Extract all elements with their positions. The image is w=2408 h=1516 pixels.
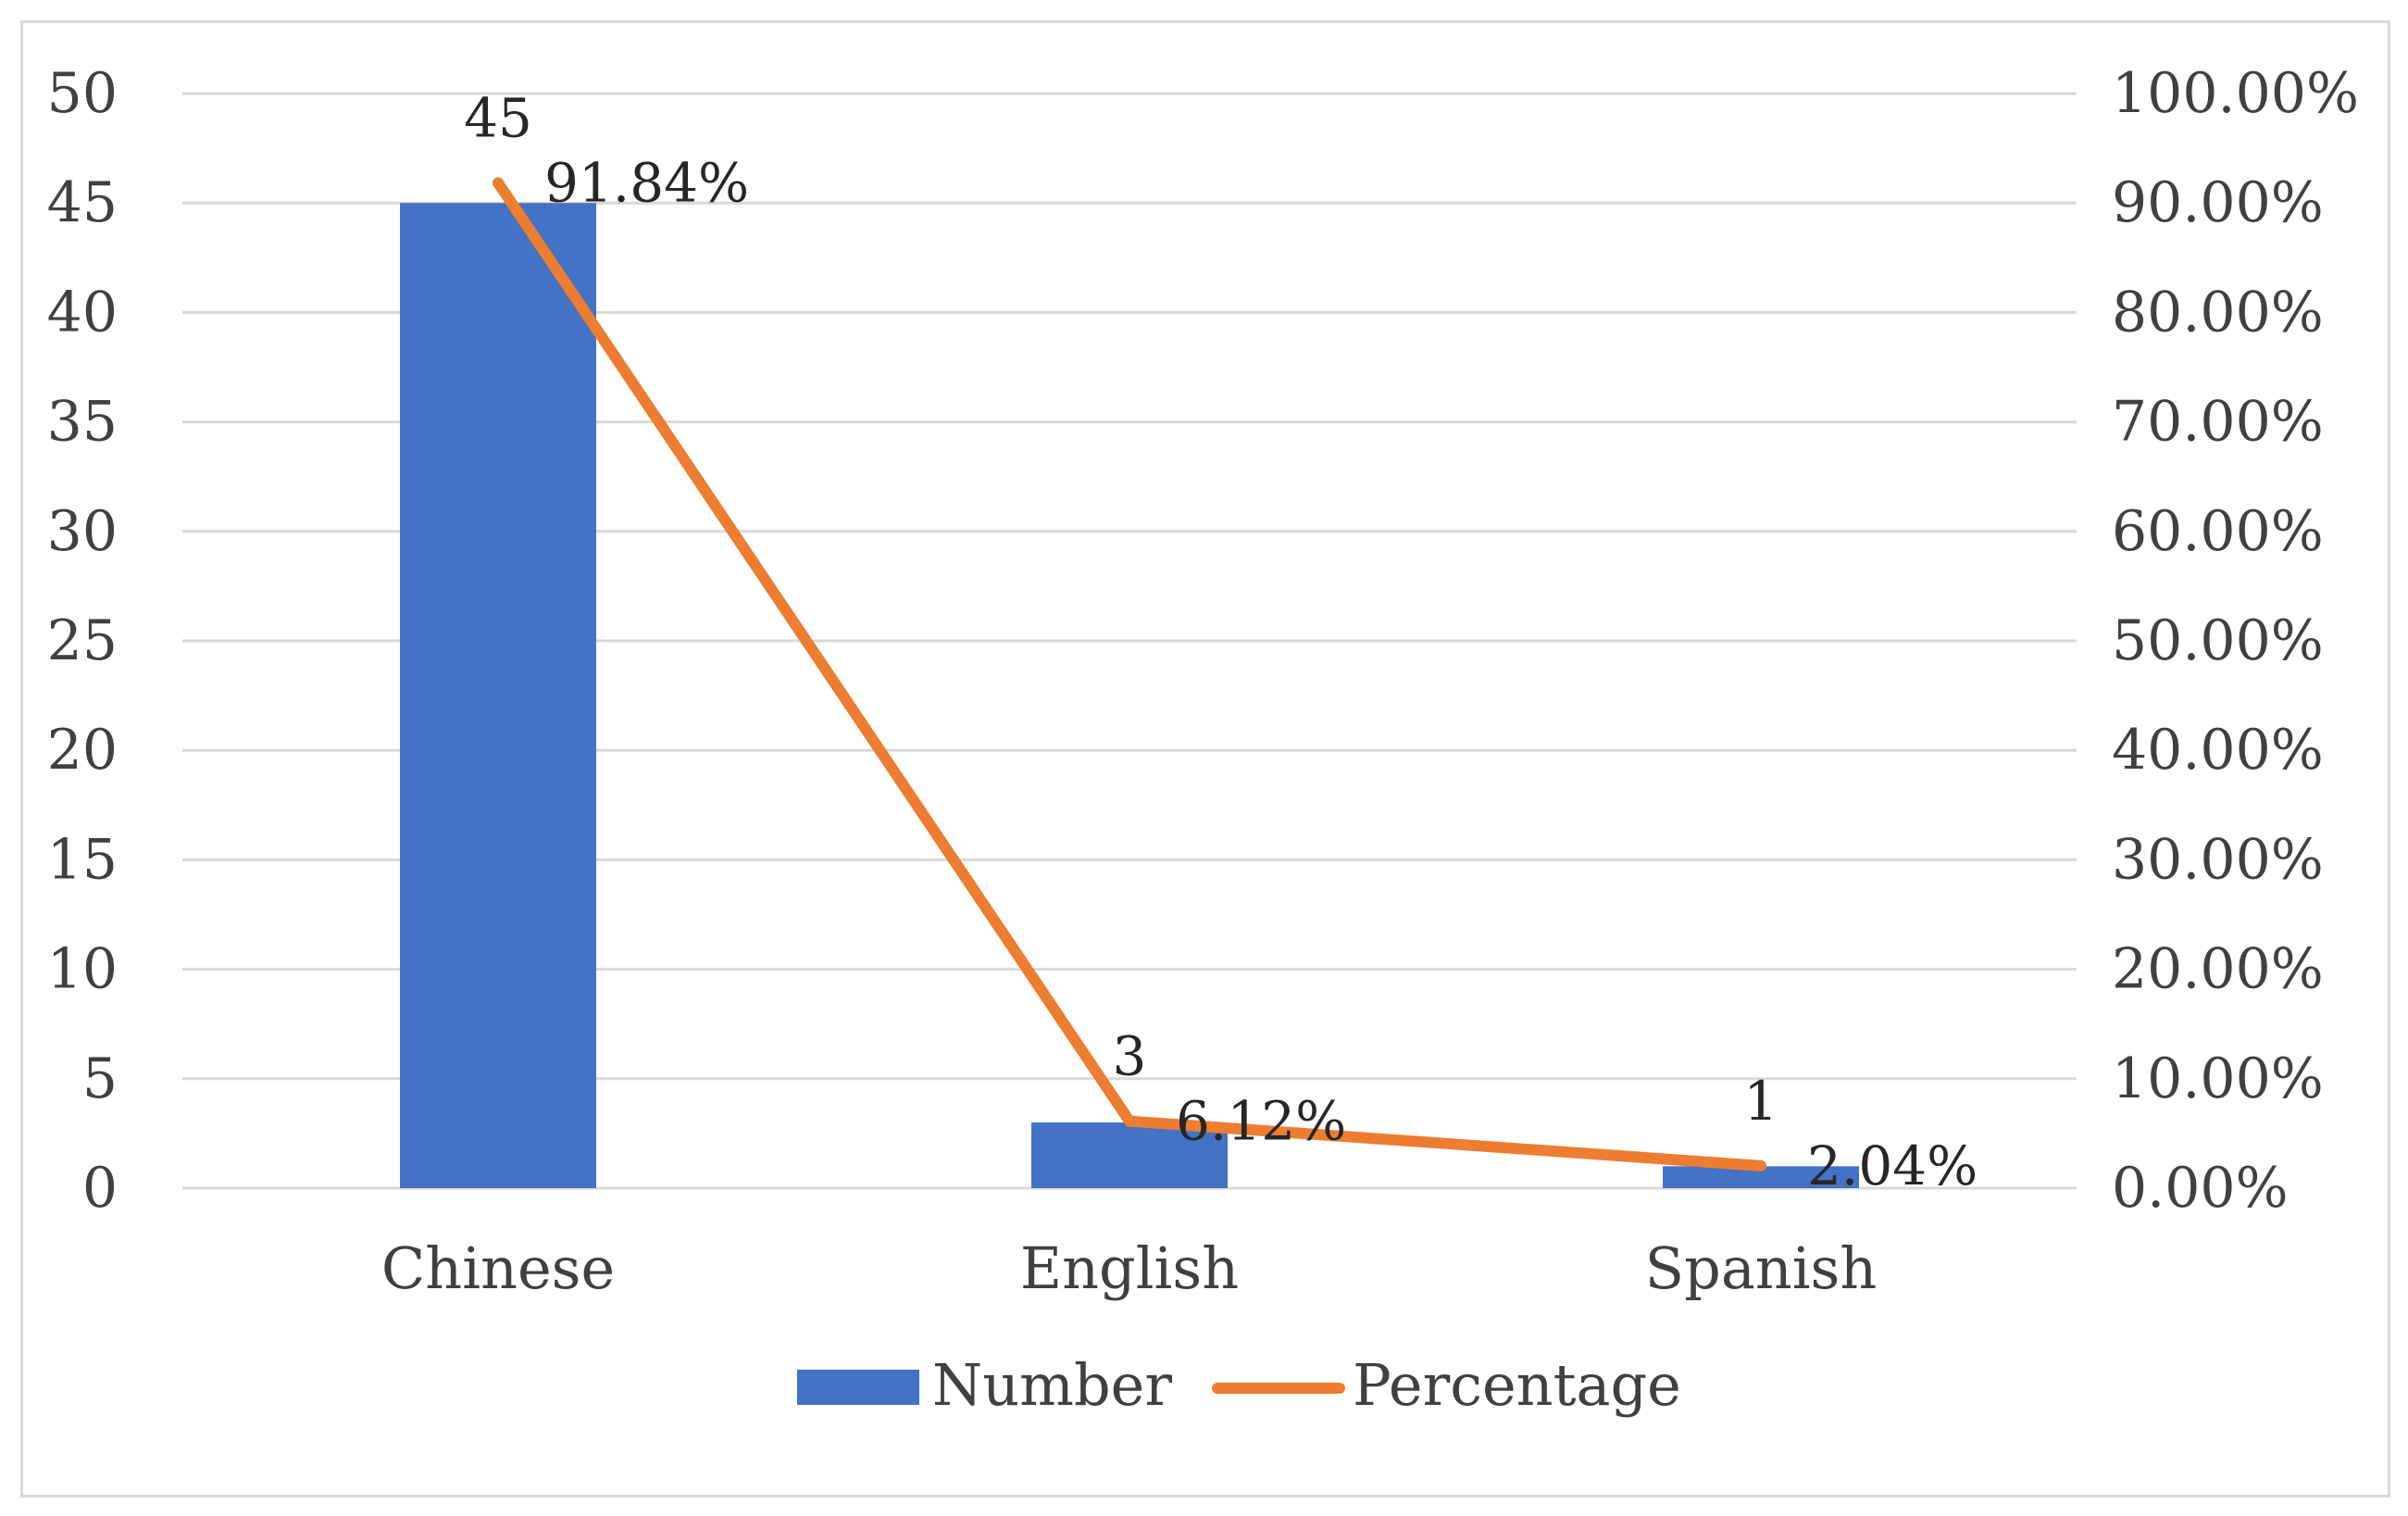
right-tick-label: 90.00% xyxy=(2112,170,2324,235)
legend-number-label: Number xyxy=(932,1351,1172,1419)
percentage-value-label: 6.12% xyxy=(1176,1090,1346,1153)
percentage-point-chinese xyxy=(493,177,504,189)
percentage-point-spanish xyxy=(1755,1159,1766,1171)
right-tick-label: 100.00% xyxy=(2112,61,2359,126)
bar-spanish xyxy=(1663,1166,1859,1188)
bar-chinese xyxy=(400,203,596,1189)
left-tick-label: 10 xyxy=(47,937,118,1002)
legend-percentage-label: Percentage xyxy=(1353,1351,1681,1419)
right-axis-ticks: 0.00% 10.00% 20.00% 30.00% 40.00% 50.00% 60.00… xyxy=(2112,61,2359,1221)
right-tick-label: 70.00% xyxy=(2112,390,2324,455)
left-tick-label: 30 xyxy=(47,499,118,564)
right-tick-label: 20.00% xyxy=(2112,937,2324,1002)
right-tick-label: 50.00% xyxy=(2112,608,2324,673)
data-labels: 45 3 1 91.84% 6.12% 2.04% xyxy=(464,86,1978,1197)
chart-frame: 0 5 10 15 20 25 30 35 40 45 50 0.00% 10.00% 20.00% 30… xyxy=(20,20,2390,1497)
right-tick-label: 40.00% xyxy=(2112,718,2324,783)
bar-value-label: 45 xyxy=(464,86,532,149)
left-tick-label: 50 xyxy=(47,61,118,126)
right-tick-label: 60.00% xyxy=(2112,499,2324,564)
legend-number-swatch xyxy=(797,1370,919,1405)
category-label-english: English xyxy=(1020,1234,1239,1302)
left-axis-ticks: 0 5 10 15 20 25 30 35 40 45 50 xyxy=(47,61,118,1221)
percentage-point-english xyxy=(1124,1115,1135,1127)
legend: Number Percentage xyxy=(797,1351,1681,1419)
left-tick-label: 35 xyxy=(47,390,118,455)
left-tick-label: 45 xyxy=(47,170,118,235)
category-labels: Chinese English Spanish xyxy=(381,1234,1877,1302)
left-tick-label: 5 xyxy=(82,1046,118,1111)
line-series-percentage xyxy=(493,177,1766,1171)
right-tick-label: 0.00% xyxy=(2112,1156,2289,1221)
bar-series-number xyxy=(400,203,1859,1189)
right-tick-label: 80.00% xyxy=(2112,280,2324,345)
left-tick-label: 15 xyxy=(47,827,118,892)
bar-value-label: 3 xyxy=(1113,1025,1147,1088)
percentage-line xyxy=(493,177,1766,1171)
right-tick-label: 30.00% xyxy=(2112,827,2324,892)
category-label-chinese: Chinese xyxy=(381,1234,615,1302)
category-label-spanish: Spanish xyxy=(1645,1234,1878,1302)
bar-english xyxy=(1031,1122,1228,1188)
left-tick-label: 40 xyxy=(47,280,118,345)
left-tick-label: 20 xyxy=(47,718,118,783)
percentage-value-label: 91.84% xyxy=(544,151,749,214)
left-tick-label: 25 xyxy=(47,608,118,673)
right-tick-label: 10.00% xyxy=(2112,1046,2324,1111)
percentage-value-label: 2.04% xyxy=(1807,1134,1978,1197)
bar-value-label: 1 xyxy=(1744,1070,1778,1133)
left-tick-label: 0 xyxy=(82,1156,118,1221)
